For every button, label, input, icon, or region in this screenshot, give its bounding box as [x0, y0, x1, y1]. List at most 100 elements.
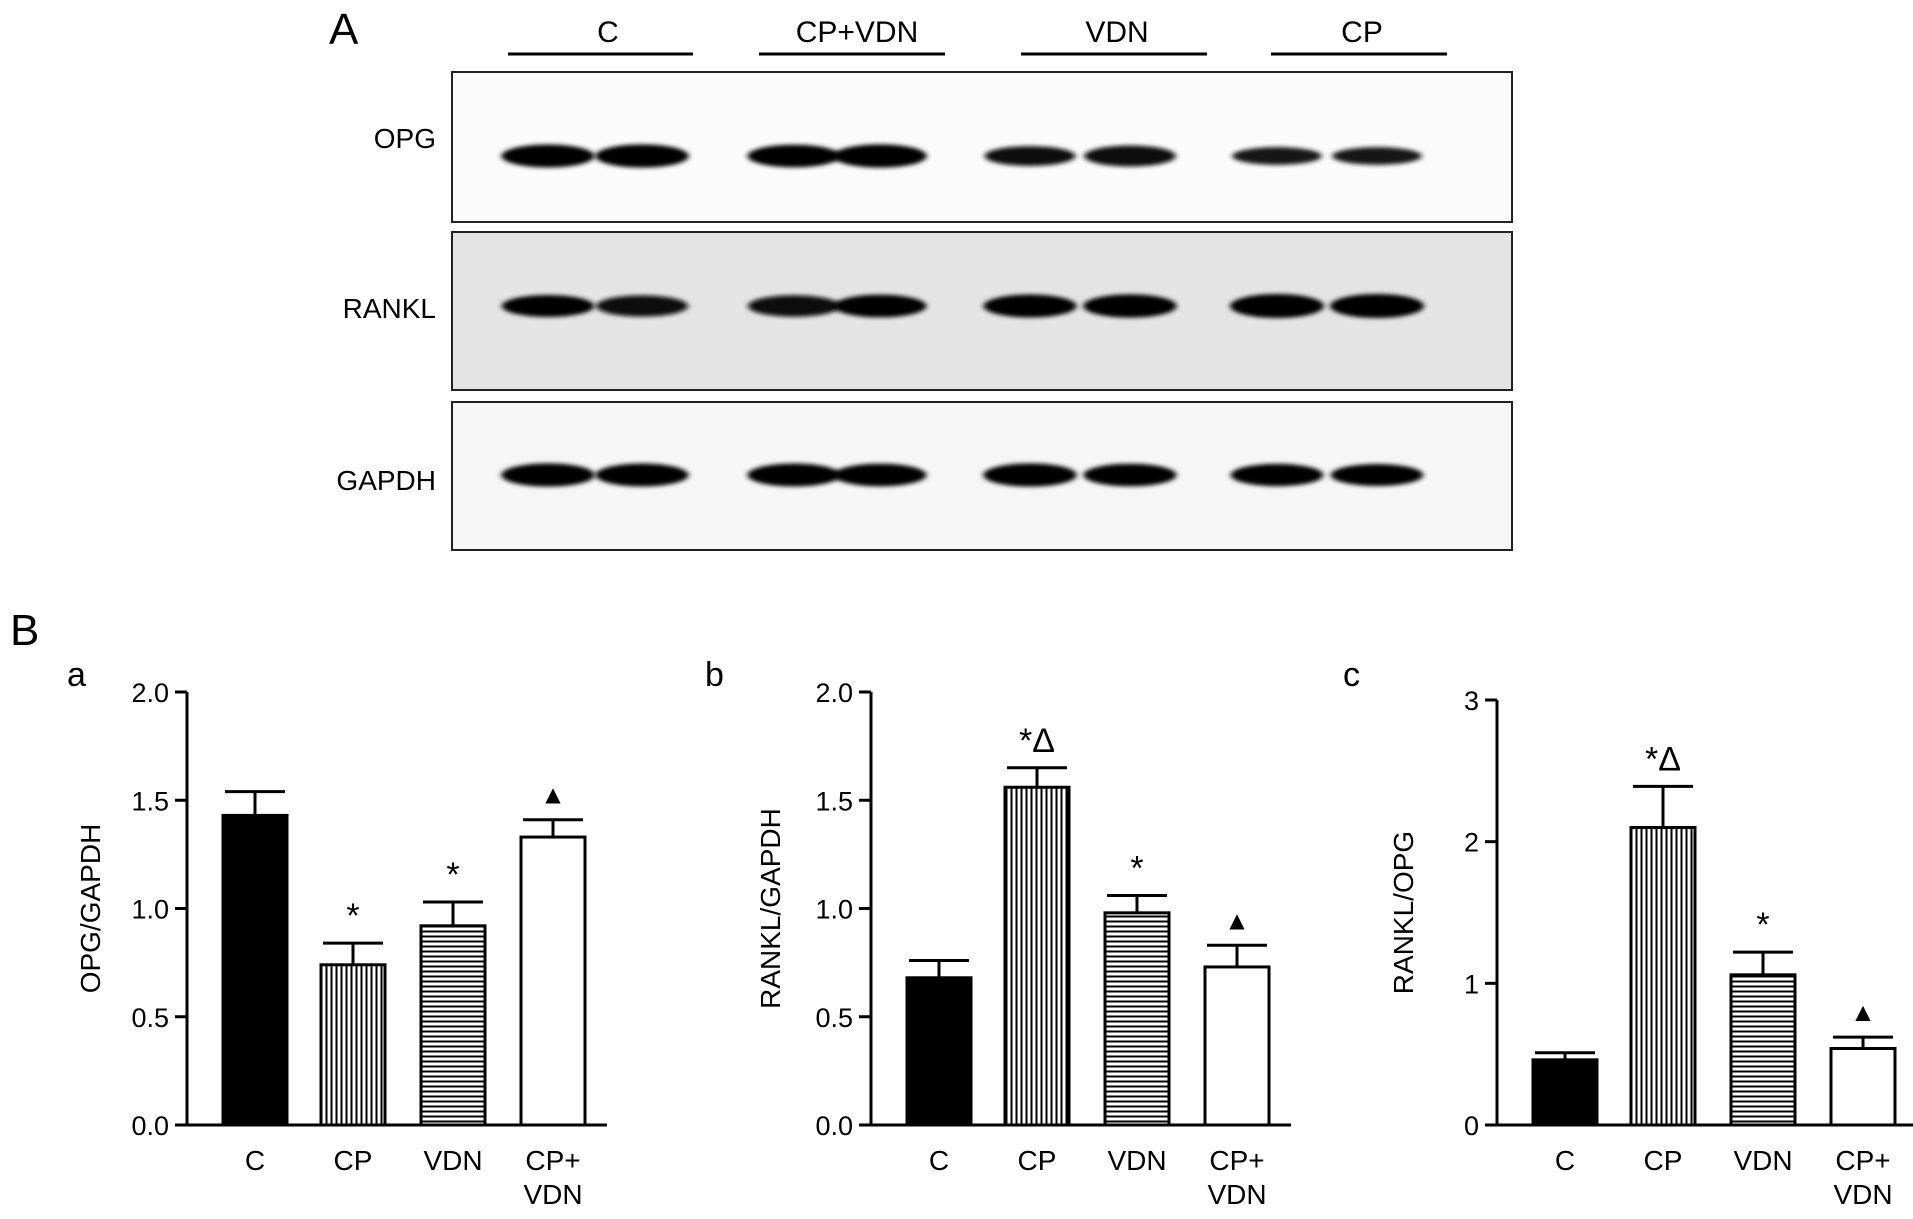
significance-mark: ▲	[1850, 997, 1876, 1027]
western-blot-panel: A C CP+VDN VDN CP OPG RANKL GAPDH	[329, 5, 1513, 551]
y-tick-label: 0	[1464, 1111, 1479, 1141]
bar	[221, 813, 289, 1127]
blot-row: GAPDH	[336, 401, 1513, 551]
lane-group-label: C	[597, 16, 619, 49]
bar	[1829, 1047, 1897, 1127]
bar	[1531, 1058, 1599, 1127]
x-tick-label: CP	[1644, 1145, 1683, 1176]
x-tick-label: VDN	[1833, 1179, 1892, 1210]
blot-band	[1232, 147, 1322, 165]
y-tick-label: 1	[1464, 969, 1479, 999]
significance-mark: *Δ	[1645, 740, 1681, 778]
chart-panel-letter: a	[67, 656, 86, 694]
blot-band	[833, 294, 927, 318]
significance-mark: *	[346, 897, 359, 935]
blot-rows: OPG RANKL GAPDH	[336, 71, 1513, 551]
blot-band	[1084, 145, 1176, 167]
bar	[519, 835, 587, 1127]
significance-mark: *	[446, 856, 459, 894]
y-tick-label: 0.5	[815, 1003, 853, 1033]
y-tick-label: 1.5	[815, 786, 853, 816]
chart-panel-letter: b	[705, 656, 724, 694]
x-tick-label: C	[1555, 1145, 1575, 1176]
blot-band	[747, 144, 841, 168]
y-tick-label: 1.0	[815, 895, 853, 925]
bar-charts-panel: B a0.00.51.01.52.0OPG/GAPDHC*CP*VDN▲CP+V…	[10, 606, 1913, 1210]
blot-band	[501, 295, 595, 317]
bar	[1203, 965, 1271, 1127]
x-tick-label: CP+	[1835, 1145, 1890, 1176]
x-tick-label: VDN	[1207, 1179, 1266, 1210]
bar	[419, 924, 487, 1127]
y-axis-label: RANKL/GAPDH	[755, 808, 786, 1009]
blot-band	[833, 463, 927, 487]
x-tick-label: C	[245, 1145, 265, 1176]
chart-panel-letter: c	[1343, 656, 1360, 694]
x-tick-label: CP+	[525, 1145, 580, 1176]
significance-mark: ▲	[540, 780, 566, 810]
y-tick-label: 2.0	[815, 678, 853, 708]
x-tick-label: CP	[1018, 1145, 1057, 1176]
blot-band	[595, 144, 689, 168]
blot-band	[983, 294, 1077, 318]
lane-group-label: VDN	[1085, 16, 1148, 49]
blot-band	[595, 463, 689, 487]
y-tick-label: 0.0	[815, 1111, 853, 1141]
y-tick-label: 3	[1464, 686, 1479, 716]
blot-band	[1332, 147, 1422, 165]
blot-band	[1230, 294, 1324, 318]
x-tick-label: VDN	[1107, 1145, 1166, 1176]
y-tick-label: 1.5	[131, 786, 169, 816]
blot-band	[747, 295, 841, 317]
blot-band	[984, 146, 1076, 166]
bar	[1629, 826, 1697, 1127]
lane-group-headers: C CP+VDN VDN CP	[508, 16, 1447, 56]
blot-protein-label: RANKL	[343, 293, 436, 324]
x-tick-label: VDN	[423, 1145, 482, 1176]
blot-band	[1083, 294, 1177, 318]
blot-band	[1230, 463, 1324, 487]
y-tick-label: 0.5	[131, 1003, 169, 1033]
x-tick-label: CP+	[1209, 1145, 1264, 1176]
panel-b-label: B	[10, 606, 39, 655]
x-tick-label: VDN	[1733, 1145, 1792, 1176]
blot-band	[596, 295, 688, 317]
significance-mark: *	[1130, 850, 1143, 888]
blot-protein-label: OPG	[374, 123, 436, 154]
blot-band	[1330, 294, 1424, 318]
bar-chart-b: b 0.0 0.5 1.0 1.5 2.0 RANKL/GAPDH C *Δ CP * VDN ▲ CP+…	[705, 656, 1291, 1210]
x-tick-label: C	[929, 1145, 949, 1176]
blot-band	[1330, 464, 1424, 486]
blot-row: RANKL	[343, 231, 1513, 391]
blot-band	[983, 463, 1077, 487]
blot-protein-label: GAPDH	[336, 465, 436, 496]
y-tick-label: 1.0	[131, 895, 169, 925]
bar	[905, 976, 973, 1127]
blot-band	[747, 463, 841, 487]
bar	[1003, 785, 1071, 1127]
lane-group-label: CP	[1341, 16, 1383, 49]
significance-mark: *Δ	[1019, 722, 1055, 760]
blot-row: OPG	[374, 71, 1513, 223]
bar	[319, 963, 387, 1127]
y-axis-label: OPG/GAPDH	[75, 824, 106, 994]
y-tick-label: 0.0	[131, 1111, 169, 1141]
blot-band	[501, 463, 595, 487]
x-tick-label: CP	[334, 1145, 373, 1176]
significance-mark: *	[1756, 906, 1769, 944]
blot-membrane	[451, 71, 1513, 223]
lane-group-label: CP+VDN	[796, 16, 919, 49]
y-tick-label: 2	[1464, 828, 1479, 858]
panel-a-label: A	[329, 5, 359, 54]
blot-band	[1083, 463, 1177, 487]
y-axis-label: RANKL/OPG	[1388, 831, 1419, 994]
y-tick-label: 2.0	[131, 678, 169, 708]
bar	[1103, 911, 1171, 1127]
significance-mark: ▲	[1224, 905, 1250, 935]
bar-charts: a0.00.51.01.52.0OPG/GAPDHC*CP*VDN▲CP+VDN…	[67, 656, 1913, 1210]
x-tick-label: VDN	[523, 1179, 582, 1210]
blot-band	[833, 144, 927, 168]
